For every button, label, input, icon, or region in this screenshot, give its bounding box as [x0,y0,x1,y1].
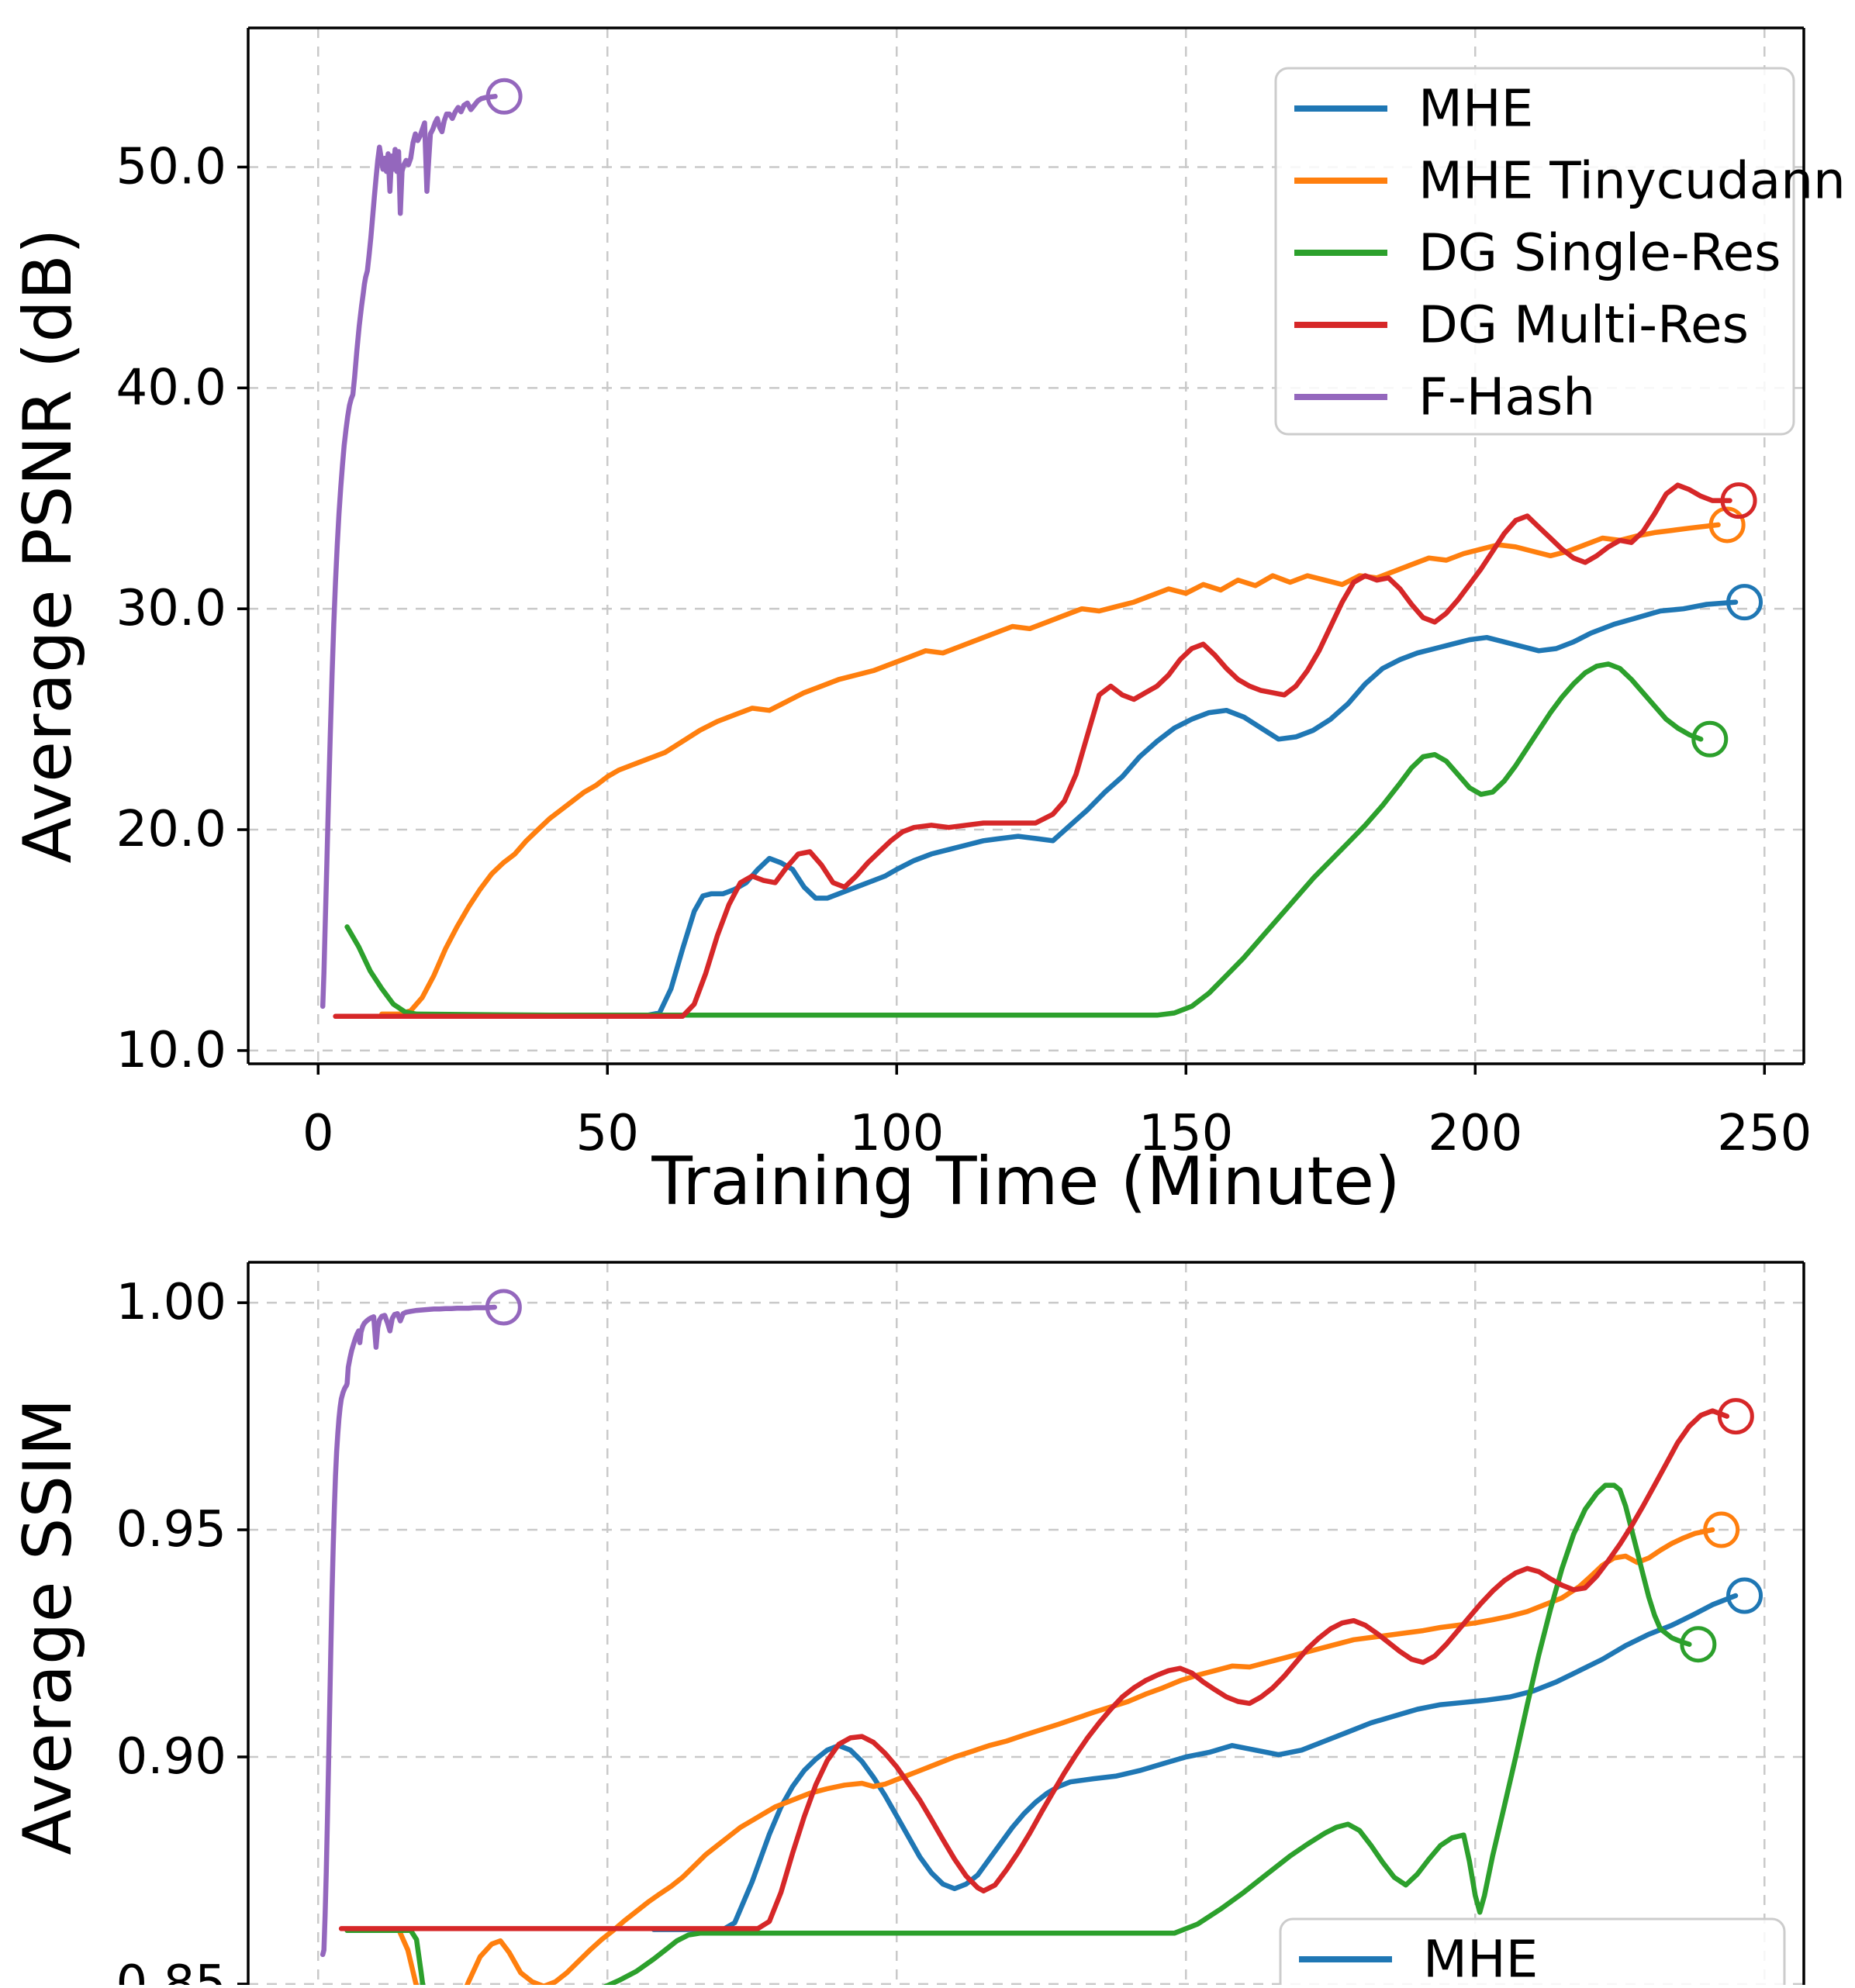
legend-label-DG Multi-Res: DG Multi-Res [1418,295,1749,355]
legend-label-MHE Tinycudann: MHE Tinycudann [1418,151,1846,211]
end-marker-DG Single-Res [1680,1626,1717,1663]
y-tick-label: 1.00 [116,1274,227,1331]
series-line-MHE [651,1593,1739,1932]
y-tick-label: 0.90 [116,1728,227,1786]
legend-label-MHE: MHE [1418,79,1533,139]
psnr-legend: MHE MHE Tinycudann DG Single-Res DG Multi-R… [1274,67,1846,436]
legend-label-F-Hash: F-Hash [1418,368,1595,427]
end-marker-DG Single-Res [1691,720,1729,758]
end-marker-F-Hash [485,78,523,115]
x-tick-label: 150 [1138,1105,1233,1162]
series-line-MHE [645,599,1739,1018]
series-line-DG Multi-Res [333,482,1732,1020]
y-tick-label: 0.95 [116,1501,227,1558]
end-marker-MHE [1726,584,1763,621]
legend-box [1274,67,1795,436]
x-tick-label: 50 [576,1105,639,1162]
ssim-series-group [320,1289,1763,1987]
series-line-F-Hash [320,94,498,1010]
x-tick-label: 200 [1428,1105,1522,1162]
ssim-chart: 0.85 0.90 0.95 1.00 Average SSIM MHE [9,1261,1805,1988]
end-marker-MHE Tinycudann [1708,506,1746,544]
series-line-DG Single-Res [344,1482,1692,1987]
series-line-DG Single-Res [344,661,1704,1018]
series-line-F-Hash [320,1304,498,1958]
legend-label-MHE: MHE [1423,1930,1538,1986]
y-tick-label: 50.0 [116,138,227,195]
end-marker-DG Multi-Res [1717,1398,1754,1435]
ssim-legend: MHE [1279,1917,1786,1988]
x-tick-label: 250 [1717,1105,1812,1162]
y-tick-label: 0.85 [116,1955,227,1985]
y-axis-label: Average PSNR (dB) [9,228,87,863]
x-axis-label: Training Time (Minute) [651,1143,1400,1220]
end-marker-MHE Tinycudann [1703,1511,1740,1548]
end-marker-MHE [1726,1577,1763,1614]
series-line-DG Multi-Res [338,1408,1730,1931]
end-marker-DG Multi-Res [1720,482,1757,519]
legend-label-DG Single-Res: DG Single-Res [1418,223,1781,283]
legend-box [1279,1917,1786,1988]
x-tick-label: 0 [302,1105,334,1162]
psnr-series-group [320,78,1763,1020]
series-line-MHE Tinycudann [379,522,1721,1017]
y-tick-label: 30.0 [116,580,227,637]
series-line-MHE Tinycudann [379,1527,1715,1987]
x-tick-label: 100 [849,1105,944,1162]
y-tick-label: 40.0 [116,359,227,416]
y-tick-label: 20.0 [116,801,227,858]
psnr-chart: 10.0 20.0 30.0 40.0 50.0 0 50 100 150 200 250 Train… [9,26,1846,1220]
y-tick-label: 10.0 [116,1022,227,1079]
y-axis-label: Average SSIM [9,1398,87,1855]
end-marker-F-Hash [485,1289,522,1326]
